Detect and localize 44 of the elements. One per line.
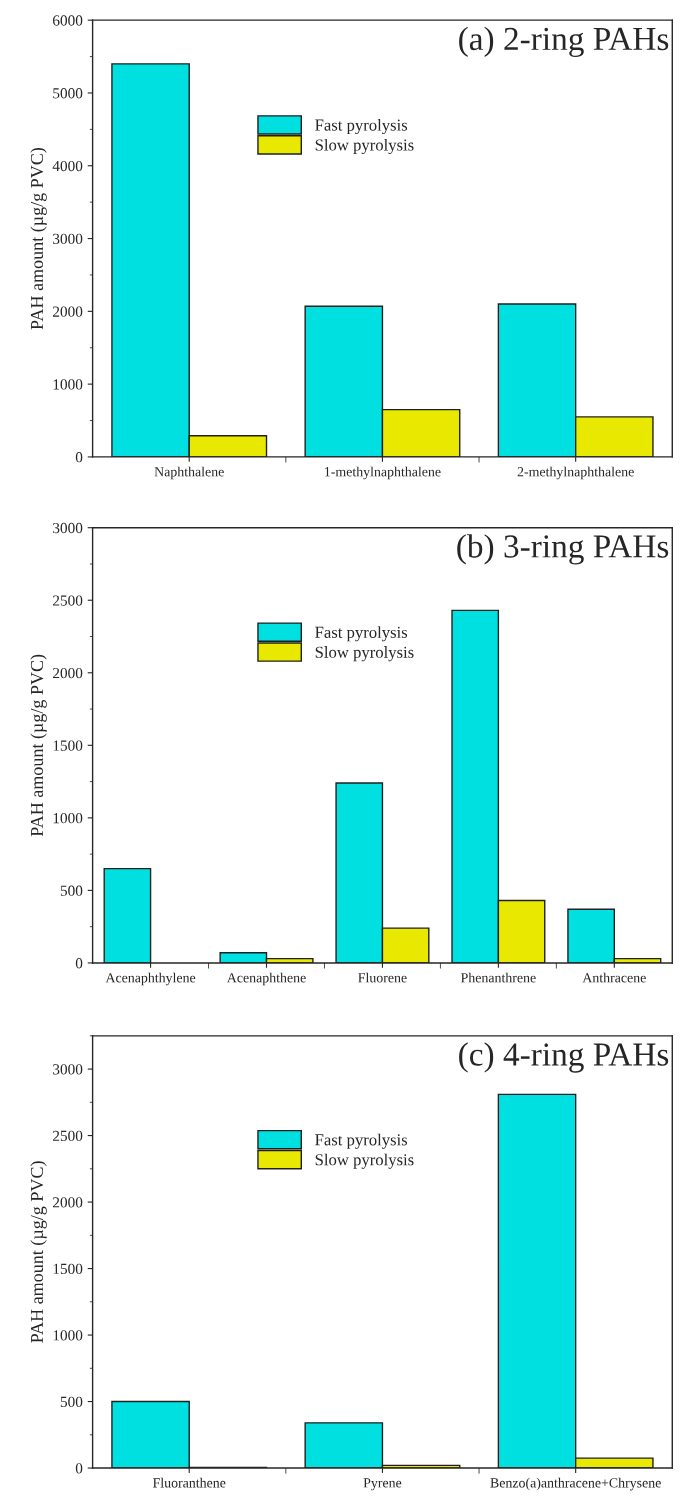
chart-title: (a) 2-ring PAHs <box>459 26 669 58</box>
y-tick-label: 1000 <box>53 379 83 390</box>
y-tick-label: 0 <box>75 1463 83 1474</box>
x-tick-label: Acenaphthylene <box>105 972 196 986</box>
y-tick-label: 1500 <box>53 740 83 751</box>
x-tick-label: 2-methylnaphthalene <box>517 466 634 480</box>
y-tick-label: 2500 <box>53 595 83 606</box>
x-tick-label: Fluorene <box>358 972 407 983</box>
y-tick-label: 0 <box>75 958 83 969</box>
y-tick-label: 0 <box>75 452 83 463</box>
legend-label: Fast pyrolysis <box>315 1133 408 1149</box>
y-tick-label: 3000 <box>53 1064 83 1075</box>
y-tick-label: 6000 <box>52 15 83 26</box>
y-tick-label: 500 <box>60 885 83 896</box>
y-tick-label: 4000 <box>52 160 83 172</box>
x-tick-label: Anthracene <box>582 972 646 983</box>
y-tick-label: 2000 <box>53 306 83 317</box>
y-tick-label: 500 <box>60 1396 83 1407</box>
y-tick-label: 2500 <box>53 1130 83 1142</box>
legend-label: Slow pyrolysis <box>315 646 414 662</box>
y-axis-title: PAH amount (µg/g PVC) <box>30 147 47 330</box>
x-tick-label: Fluoranthene <box>152 1477 226 1488</box>
legend-label: Fast pyrolysis <box>315 118 408 135</box>
y-tick-label: 1500 <box>53 1263 83 1275</box>
x-tick-label: Acenaphthene <box>226 972 306 986</box>
x-tick-label: Naphthalene <box>154 466 224 480</box>
y-tick-label: 3000 <box>53 233 83 244</box>
y-axis-title: PAH amount (µg/g PVC) <box>30 1161 47 1343</box>
y-tick-label: 1000 <box>53 813 83 824</box>
y-tick-label: 3000 <box>53 522 83 534</box>
legend-label: Slow pyrolysis <box>315 1153 414 1169</box>
chart-title: (c) 4-ring PAHs <box>459 1042 669 1073</box>
legend-label: Slow pyrolysis <box>315 138 414 155</box>
y-axis-title: PAH amount (µg/g PVC) <box>30 654 47 837</box>
legend-label: Fast pyrolysis <box>315 626 408 642</box>
x-tick-label: Phenanthrene <box>460 972 536 983</box>
y-tick-label: 5000 <box>53 88 83 99</box>
x-tick-label: 1-methylnaphthalene <box>325 466 441 480</box>
chart-title: (b) 3-ring PAHs <box>457 534 669 565</box>
y-tick-label: 2000 <box>53 667 83 679</box>
y-tick-label: 2000 <box>53 1197 83 1208</box>
x-tick-label: Pyrene <box>363 1478 402 1491</box>
y-tick-label: 1000 <box>53 1330 83 1341</box>
x-tick-label: Benzo(a)anthracene+Chrysene <box>490 1477 661 1491</box>
